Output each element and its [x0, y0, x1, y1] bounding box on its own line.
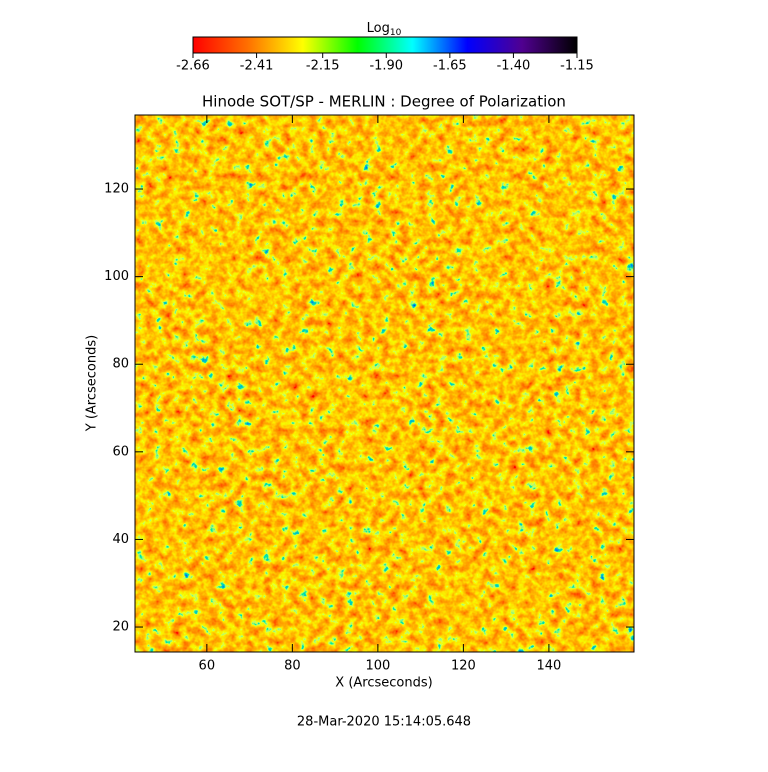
y-tick-label: 60 — [112, 444, 129, 459]
x-tick-label: 120 — [451, 659, 476, 674]
colorbar-tick-label: -1.40 — [497, 59, 531, 74]
y-tick-label: 80 — [112, 357, 129, 372]
x-tick-label: 80 — [284, 659, 301, 674]
footer-timestamp: 28-Mar-2020 15:14:05.648 — [297, 715, 471, 730]
colorbar-tick-label: -1.15 — [560, 59, 594, 74]
y-tick-label: 120 — [104, 182, 129, 197]
colorbar-label: Log10 — [367, 21, 402, 38]
colorbar-tick-label: -2.15 — [306, 59, 340, 74]
y-axis-label: Y (Arcseconds) — [85, 335, 100, 432]
y-tick-label: 20 — [112, 620, 129, 635]
y-tick-label: 40 — [112, 532, 129, 547]
heatmap-image — [135, 115, 634, 652]
colorbar-tick-label: -1.65 — [433, 59, 467, 74]
x-axis-label: X (Arcseconds) — [335, 676, 432, 691]
colorbar-tick-label: -2.41 — [240, 59, 274, 74]
colorbar-tick-label: -1.90 — [369, 59, 403, 74]
colorbar — [192, 36, 578, 54]
x-tick-label: 100 — [365, 659, 390, 674]
colorbar-label-sub: 10 — [390, 28, 402, 38]
colorbar-label-main: Log — [367, 21, 390, 36]
y-tick-label: 100 — [104, 269, 129, 284]
x-tick-label: 140 — [536, 659, 561, 674]
plot-frame — [134, 114, 635, 653]
colorbar-tick-label: -2.66 — [176, 59, 210, 74]
chart-title: Hinode SOT/SP - MERLIN : Degree of Polar… — [202, 93, 566, 111]
x-tick-label: 60 — [199, 659, 216, 674]
